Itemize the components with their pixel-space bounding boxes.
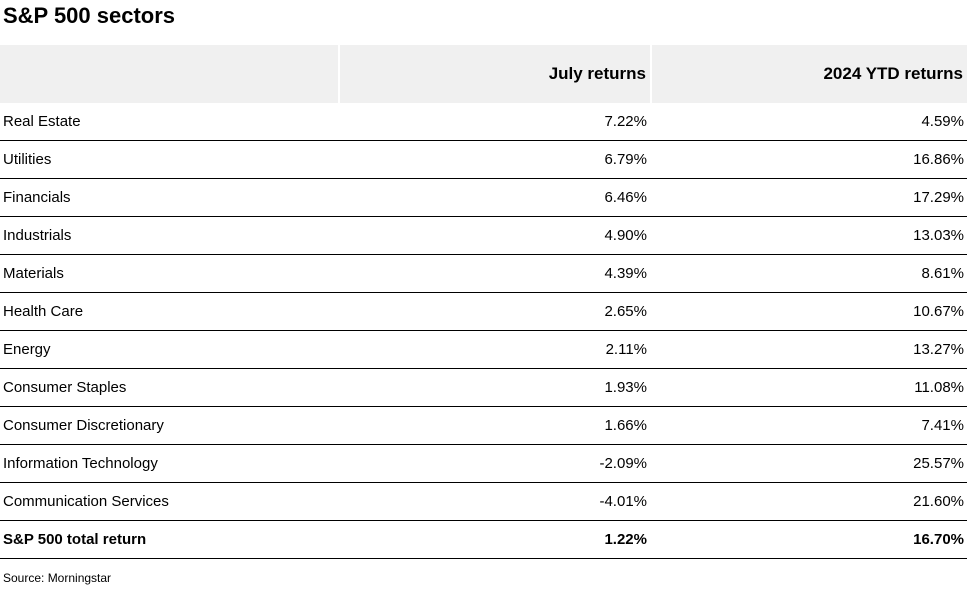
july-return-cell: 4.90% [338,217,650,255]
sector-name-cell: Consumer Discretionary [0,407,338,445]
july-return-cell: 1.22% [338,521,650,559]
ytd-return-cell: 7.41% [650,407,967,445]
sector-name-cell: Health Care [0,293,338,331]
sector-name-cell: Consumer Staples [0,369,338,407]
sector-name-cell: Real Estate [0,103,338,141]
table-row: Consumer Discretionary 1.66% 7.41% [0,407,967,445]
sector-name-cell: S&P 500 total return [0,521,338,559]
sector-name-cell: Energy [0,331,338,369]
table-row: Real Estate 7.22% 4.59% [0,103,967,141]
table-row: Utilities 6.79% 16.86% [0,141,967,179]
ytd-return-cell: 4.59% [650,103,967,141]
july-return-cell: 2.11% [338,331,650,369]
ytd-return-cell: 16.86% [650,141,967,179]
column-header-july-returns: July returns [338,45,650,103]
sector-name-cell: Information Technology [0,445,338,483]
ytd-return-cell: 11.08% [650,369,967,407]
table-row: Industrials 4.90% 13.03% [0,217,967,255]
sector-name-cell: Financials [0,179,338,217]
july-return-cell: 4.39% [338,255,650,293]
july-return-cell: -2.09% [338,445,650,483]
column-header-sector [0,45,338,103]
table-row: Information Technology -2.09% 25.57% [0,445,967,483]
ytd-return-cell: 16.70% [650,521,967,559]
sector-name-cell: Industrials [0,217,338,255]
ytd-return-cell: 17.29% [650,179,967,217]
sector-name-cell: Communication Services [0,483,338,521]
source-note: Source: Morningstar [3,571,112,585]
ytd-return-cell: 8.61% [650,255,967,293]
july-return-cell: 6.79% [338,141,650,179]
table-row: Communication Services -4.01% 21.60% [0,483,967,521]
table-body: Real Estate 7.22% 4.59% Utilities 6.79% 16.86… [0,103,967,559]
ytd-return-cell: 13.27% [650,331,967,369]
ytd-return-cell: 25.57% [650,445,967,483]
ytd-return-cell: 21.60% [650,483,967,521]
july-return-cell: 7.22% [338,103,650,141]
july-return-cell: 2.65% [338,293,650,331]
sector-name-cell: Utilities [0,141,338,179]
table-header-row: July returns 2024 YTD returns [0,45,967,103]
sector-returns-table: July returns 2024 YTD returns Real Estat… [0,45,967,559]
table-row: Financials 6.46% 17.29% [0,179,967,217]
column-header-ytd-returns: 2024 YTD returns [650,45,967,103]
july-return-cell: 6.46% [338,179,650,217]
chart-title: S&P 500 sectors [3,3,176,28]
table-total-row: S&P 500 total return 1.22% 16.70% [0,521,967,559]
july-return-cell: 1.93% [338,369,650,407]
july-return-cell: 1.66% [338,407,650,445]
table-row: Materials 4.39% 8.61% [0,255,967,293]
ytd-return-cell: 10.67% [650,293,967,331]
july-return-cell: -4.01% [338,483,650,521]
sector-name-cell: Materials [0,255,338,293]
table-row: Energy 2.11% 13.27% [0,331,967,369]
table-row: Health Care 2.65% 10.67% [0,293,967,331]
ytd-return-cell: 13.03% [650,217,967,255]
table-row: Consumer Staples 1.93% 11.08% [0,369,967,407]
